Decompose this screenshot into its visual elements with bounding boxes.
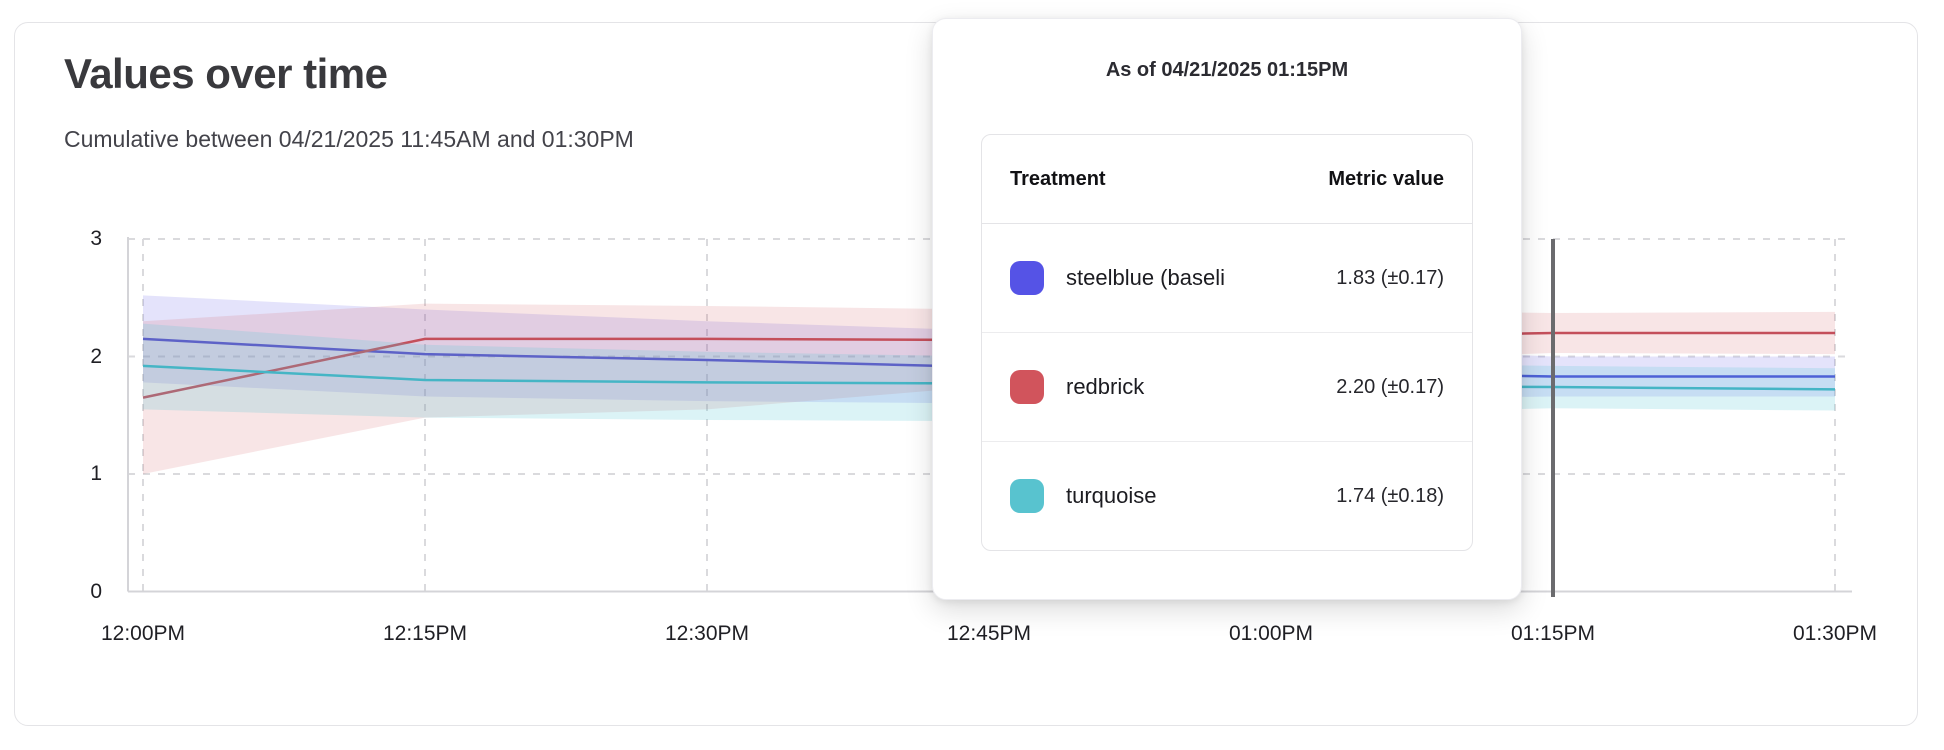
table-row: redbrick 2.20 (±0.17): [982, 333, 1472, 442]
treatment-label: steelblue (baseli: [1066, 265, 1225, 290]
x-tick-label: 12:45PM: [946, 622, 1032, 645]
treatment-label: redbrick: [1066, 374, 1145, 399]
x-tick-label: 12:00PM: [100, 622, 186, 645]
x-tick-label: 01:00PM: [1228, 622, 1314, 645]
y-tick-label: 0: [90, 579, 102, 603]
column-header-treatment: Treatment: [1010, 167, 1106, 190]
table-row: turquoise 1.74 (±0.18): [982, 442, 1472, 550]
y-tick-label: 2: [90, 344, 102, 368]
x-tick-label: 12:15PM: [382, 622, 468, 645]
series-color-swatch: [1010, 479, 1044, 513]
series-color-swatch: [1010, 370, 1044, 404]
column-header-metric-value: Metric value: [1328, 167, 1444, 190]
metric-value: 1.83 (±0.17): [1336, 266, 1444, 289]
tooltip-table-header: Treatment Metric value: [982, 135, 1472, 224]
x-tick-label: 12:30PM: [664, 622, 750, 645]
treatment-label: turquoise: [1066, 483, 1157, 508]
tooltip-table: Treatment Metric value steelblue (baseli…: [981, 134, 1473, 551]
y-tick-label: 1: [90, 462, 102, 485]
tooltip-title: As of 04/21/2025 01:15PM: [1105, 59, 1349, 81]
chart-subtitle: Cumulative between 04/21/2025 11:45AM an…: [64, 126, 634, 152]
metric-value: 2.20 (±0.17): [1336, 375, 1444, 398]
metric-value: 1.74 (±0.18): [1336, 484, 1444, 507]
table-row: steelblue (baseli 1.83 (±0.17): [982, 224, 1472, 333]
series-color-swatch: [1010, 261, 1044, 295]
x-tick-label: 01:30PM: [1792, 622, 1878, 645]
page-title: Values over time: [64, 50, 388, 97]
x-tick-label: 01:15PM: [1510, 622, 1596, 645]
chart-tooltip: As of 04/21/2025 01:15PM Treatment Metri…: [932, 18, 1522, 600]
y-tick-label: 3: [90, 227, 102, 250]
